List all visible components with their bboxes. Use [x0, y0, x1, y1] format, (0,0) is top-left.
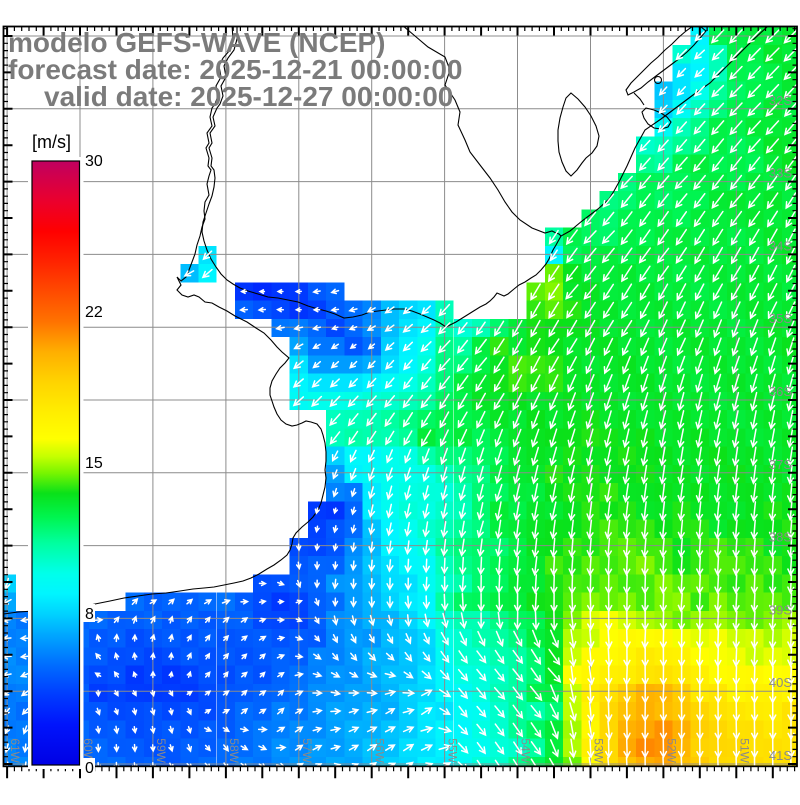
svg-text:0: 0 [85, 760, 94, 777]
svg-text:35S: 35S [769, 311, 792, 326]
svg-text:60W: 60W [81, 738, 95, 763]
svg-text:valid date: 2025-12-27 00:00:0: valid date: 2025-12-27 00:00:00 [44, 81, 453, 112]
svg-text:57W: 57W [300, 738, 314, 763]
svg-text:61W: 61W [8, 738, 22, 763]
svg-text:33S: 33S [769, 166, 792, 181]
svg-text:39S: 39S [769, 602, 792, 617]
svg-text:41S: 41S [769, 748, 792, 763]
svg-text:32S: 32S [769, 93, 792, 108]
svg-text:58W: 58W [227, 738, 241, 763]
svg-text:53W: 53W [591, 738, 605, 763]
svg-text:forecast date: 2025-12-21 00:0: forecast date: 2025-12-21 00:00:00 [8, 54, 462, 85]
svg-text:59W: 59W [154, 738, 168, 763]
svg-text:[m/s]: [m/s] [32, 132, 71, 152]
svg-text:40S: 40S [769, 675, 792, 690]
svg-text:56W: 56W [373, 738, 387, 763]
svg-text:51W: 51W [737, 738, 751, 763]
svg-text:15: 15 [85, 455, 103, 472]
svg-text:30: 30 [85, 153, 103, 170]
svg-text:8: 8 [85, 606, 94, 623]
svg-text:36S: 36S [769, 384, 792, 399]
svg-text:54W: 54W [519, 738, 533, 763]
svg-text:38S: 38S [769, 530, 792, 545]
svg-text:22: 22 [85, 304, 103, 321]
svg-text:37S: 37S [769, 457, 792, 472]
svg-text:34S: 34S [769, 238, 792, 253]
svg-text:52W: 52W [664, 738, 678, 763]
svg-text:modelo GEFS-WAVE (NCEP): modelo GEFS-WAVE (NCEP) [8, 27, 386, 58]
svg-text:55W: 55W [446, 738, 460, 763]
